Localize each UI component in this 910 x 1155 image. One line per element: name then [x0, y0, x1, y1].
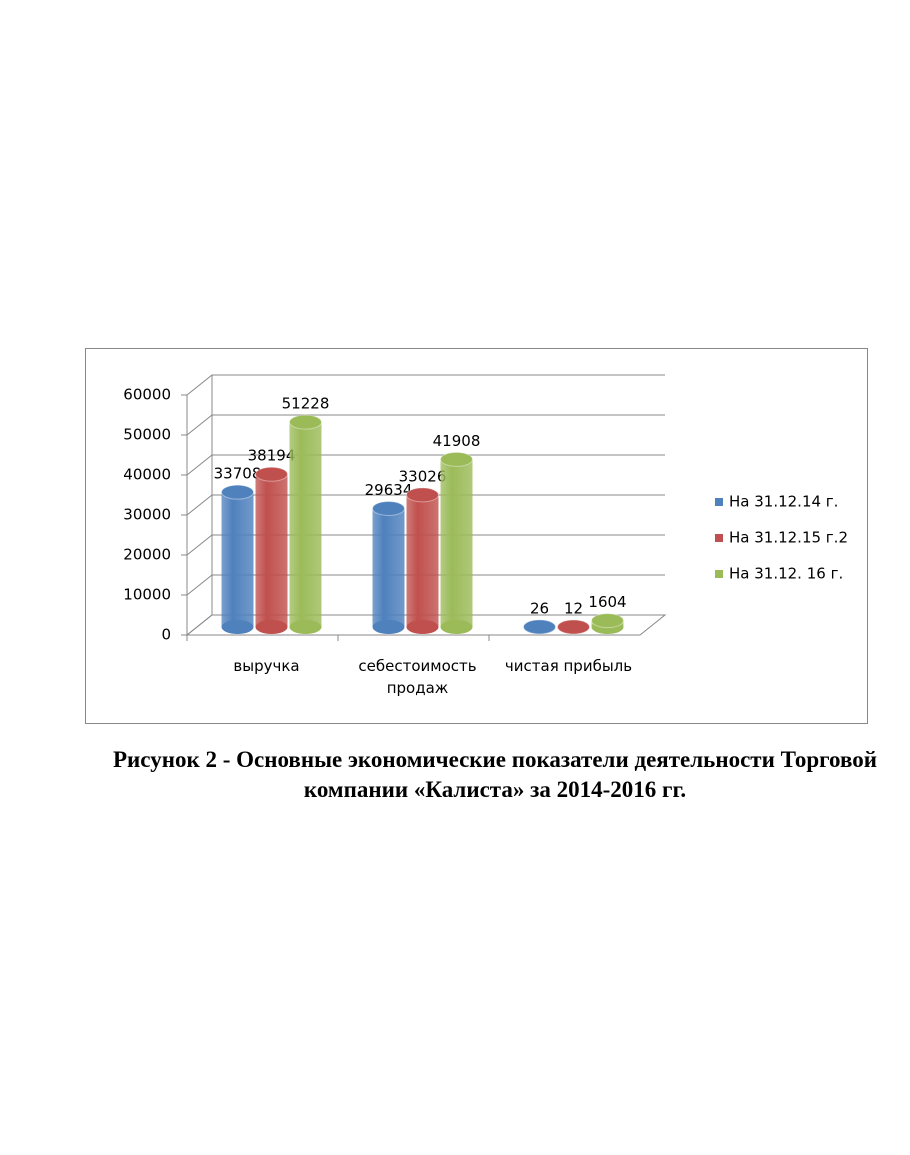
bar-top	[523, 619, 556, 635]
bar-top	[255, 466, 288, 482]
bar	[221, 492, 254, 627]
x-tick-label: чистая прибыль	[504, 657, 633, 675]
grid-line	[186, 534, 665, 556]
bar-top	[289, 414, 322, 430]
x-tick-label: себестоимость продаж	[358, 657, 477, 697]
grid-line	[186, 494, 665, 516]
grid-line	[186, 414, 665, 436]
grid-line	[186, 454, 665, 476]
value-label: 26	[530, 599, 549, 617]
value-label: 41908	[433, 432, 481, 450]
value-label: 29634	[365, 481, 413, 499]
bar-top	[591, 613, 624, 629]
legend-label: На 31.12.14 г.	[729, 493, 838, 511]
y-tick-label: 10000	[123, 586, 171, 604]
value-label: 51228	[282, 395, 330, 413]
bar	[289, 422, 322, 627]
grid-line	[186, 574, 665, 596]
y-tick-label: 60000	[123, 386, 171, 404]
y-tick-label: 20000	[123, 546, 171, 564]
x-tick-label: выручка	[233, 657, 300, 675]
value-label: 12	[564, 599, 583, 617]
caption: Рисунок 2 - Основные экономические показ…	[113, 747, 877, 802]
value-label: 33708	[214, 465, 262, 483]
bar	[440, 459, 473, 627]
value-label: 33026	[399, 467, 447, 485]
y-tick-label: 0	[161, 626, 171, 644]
legend-label: На 31.12. 16 г.	[729, 565, 843, 583]
legend-swatch	[715, 534, 723, 542]
bar-top	[557, 619, 590, 635]
bar-top	[406, 487, 439, 503]
bar-top	[440, 451, 473, 467]
bar	[406, 494, 439, 627]
y-tick-label: 30000	[123, 506, 171, 524]
grid-line	[186, 614, 665, 636]
value-label: 1604	[588, 593, 626, 611]
legend-label: На 31.12.15 г.2	[729, 529, 848, 547]
bar-top	[372, 500, 405, 516]
legend-swatch	[715, 570, 723, 578]
bar	[372, 508, 405, 627]
bar	[255, 474, 288, 627]
bar-top	[221, 484, 254, 500]
legend-swatch	[715, 498, 723, 506]
grid-line	[186, 374, 665, 396]
y-tick-label: 50000	[123, 426, 171, 444]
value-label: 38194	[248, 447, 296, 465]
y-tick-label: 40000	[123, 466, 171, 484]
chart-frame	[85, 348, 868, 724]
